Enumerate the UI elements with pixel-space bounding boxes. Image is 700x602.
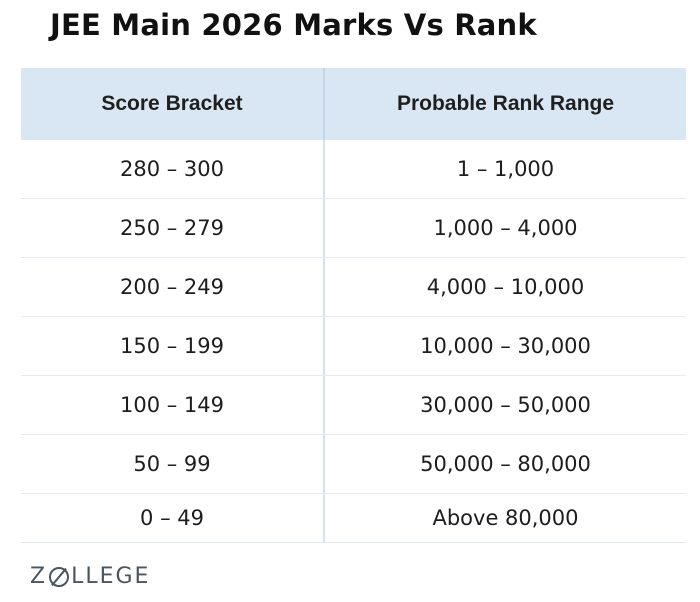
score-bracket-cell: 0 – 49: [140, 506, 204, 530]
rank-range-cell: 30,000 – 50,000: [323, 376, 686, 434]
score-bracket-cell: 280 – 300: [119, 157, 224, 181]
table-row: 280 – 300 1 – 1,000: [21, 140, 686, 199]
logo-text-start: Z: [30, 564, 48, 589]
column-header-score-bracket: Score Bracket: [101, 92, 243, 115]
score-bracket-cell: 250 – 279: [119, 216, 224, 240]
column-header-probable-rank-range: Probable Rank Range: [323, 68, 686, 140]
rank-range-cell: 50,000 – 80,000: [323, 435, 686, 493]
rank-range-cell: Above 80,000: [323, 494, 686, 542]
table-row: 150 – 199 10,000 – 30,000: [21, 317, 686, 376]
score-bracket-cell: 200 – 249: [119, 275, 224, 299]
rank-range-cell: 1 – 1,000: [323, 140, 686, 198]
score-bracket-cell: 50 – 99: [133, 452, 211, 476]
page-title: JEE Main 2026 Marks Vs Rank: [50, 8, 537, 42]
marks-vs-rank-table: Score Bracket Probable Rank Range 280 – …: [21, 68, 686, 543]
zollege-logo: Z LLEGE: [30, 564, 150, 589]
logo-slashed-o-icon: [49, 566, 70, 587]
table-row: 50 – 99 50,000 – 80,000: [21, 435, 686, 494]
score-bracket-cell: 150 – 199: [119, 334, 224, 358]
table-header-row: Score Bracket Probable Rank Range: [21, 68, 686, 140]
table-row: 100 – 149 30,000 – 50,000: [21, 376, 686, 435]
rank-range-cell: 1,000 – 4,000: [323, 199, 686, 257]
rank-range-cell: 4,000 – 10,000: [323, 258, 686, 316]
table-row: 0 – 49 Above 80,000: [21, 494, 686, 542]
table-row: 250 – 279 1,000 – 4,000: [21, 199, 686, 258]
rank-range-cell: 10,000 – 30,000: [323, 317, 686, 375]
logo-text-end: LLEGE: [71, 564, 151, 589]
table-row: 200 – 249 4,000 – 10,000: [21, 258, 686, 317]
score-bracket-cell: 100 – 149: [119, 393, 224, 417]
